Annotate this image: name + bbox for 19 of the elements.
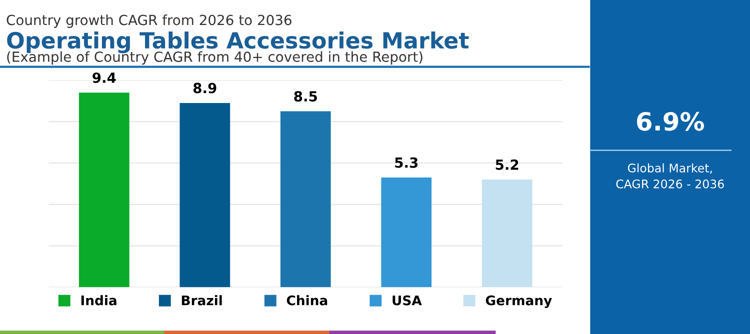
data-label: 8.5 — [294, 91, 317, 102]
bar — [78, 92, 130, 288]
data-label: 9.4 — [92, 72, 116, 83]
category-label: China — [286, 295, 328, 306]
data-label: 5.3 — [395, 157, 418, 168]
chart-subtitle: (Example of Country CAGR from 40+ covered in the Report) — [7, 51, 422, 65]
text: Global Market, CAGR 2026 - 2036 — [616, 163, 724, 188]
category-label: Germany — [486, 295, 552, 308]
category-label: Brazil — [182, 295, 222, 306]
data-label: 5.2 — [496, 159, 518, 170]
category-label: USA — [392, 295, 422, 306]
bar — [280, 111, 331, 288]
data-label: 8.9 — [193, 82, 216, 94]
text: Country growth CAGR from 2026 to 2036 — [6, 14, 292, 28]
category-label: India — [81, 295, 116, 306]
bar — [180, 102, 230, 288]
text: 6.9% — [637, 112, 704, 131]
bar — [482, 180, 532, 288]
bar — [381, 177, 432, 288]
